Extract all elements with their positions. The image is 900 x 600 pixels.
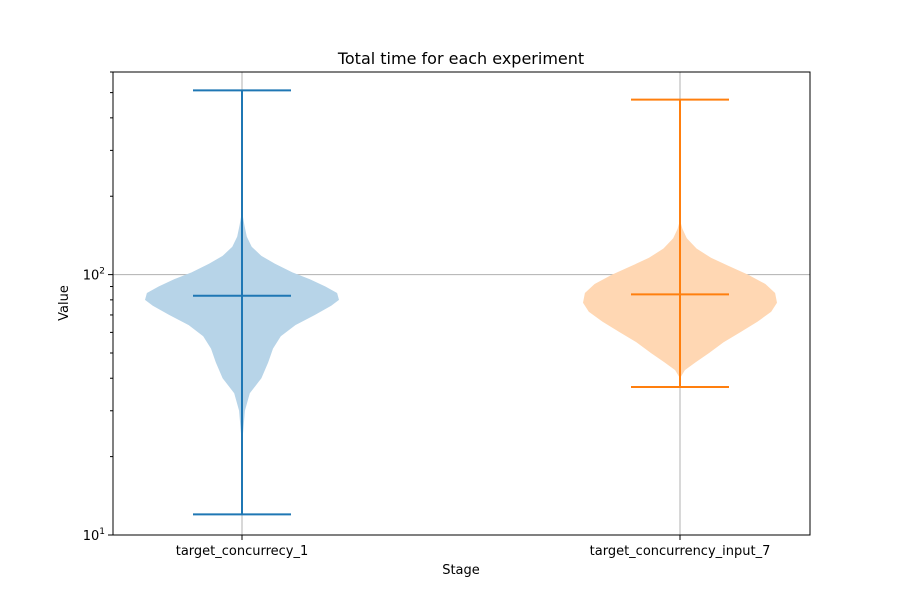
x-tick-label-2: target_concurrency_input_7 xyxy=(590,544,771,559)
axes-layer: target_concurrecy_1 target_concurrency_in… xyxy=(83,71,811,559)
y-tick-label-1: 101 xyxy=(83,527,105,544)
chart-title: Total time for each experiment xyxy=(337,49,584,68)
x-tick-label-1: target_concurrecy_1 xyxy=(176,544,309,559)
x-axis-label: Stage xyxy=(442,563,480,578)
violin-layer xyxy=(145,89,777,516)
plot-frame xyxy=(112,71,811,536)
y-tick-label-2: 102 xyxy=(83,267,105,284)
y-axis-label: Value xyxy=(57,285,72,321)
